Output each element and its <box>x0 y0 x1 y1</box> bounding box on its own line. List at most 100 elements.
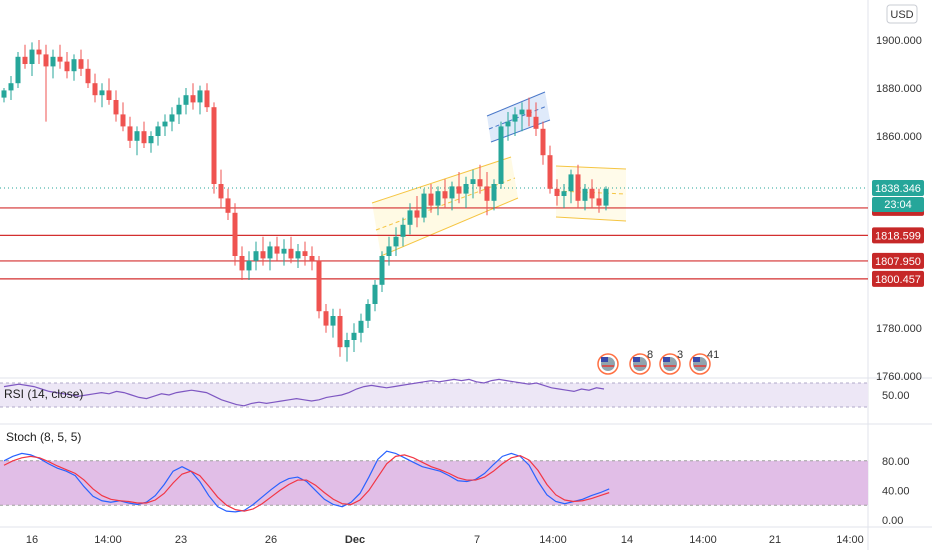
candle[interactable] <box>421 188 427 223</box>
candle[interactable] <box>50 49 56 79</box>
candle[interactable] <box>211 102 217 194</box>
candle[interactable] <box>218 169 224 208</box>
event-flag-icon[interactable] <box>597 353 619 375</box>
candle[interactable] <box>477 164 483 194</box>
currency-badge[interactable] <box>886 4 918 24</box>
candle[interactable] <box>155 121 161 146</box>
candle[interactable] <box>22 44 28 69</box>
candle[interactable] <box>127 116 133 148</box>
candle[interactable] <box>120 102 126 132</box>
candle[interactable] <box>603 186 609 211</box>
candle[interactable] <box>337 308 343 357</box>
candle[interactable] <box>547 145 553 194</box>
candle[interactable] <box>484 172 490 216</box>
candle[interactable] <box>295 244 301 268</box>
candle[interactable] <box>288 236 294 264</box>
candle[interactable] <box>442 179 448 208</box>
candle[interactable] <box>92 73 98 103</box>
rsi-title[interactable]: RSI (14, close) <box>4 387 83 401</box>
candle[interactable] <box>351 323 357 352</box>
level-tag-3[interactable]: 1800.457 <box>872 270 924 287</box>
event-flag-icon[interactable]: 41 <box>689 349 719 375</box>
candle[interactable] <box>512 107 518 136</box>
candle[interactable] <box>470 169 476 199</box>
candle[interactable] <box>78 49 84 76</box>
rsi-line[interactable] <box>3 378 605 407</box>
candle[interactable] <box>463 176 469 208</box>
candle[interactable] <box>505 112 511 141</box>
candle[interactable] <box>99 83 105 108</box>
candle[interactable] <box>239 246 245 280</box>
stoch-k-line[interactable] <box>3 450 610 513</box>
candle[interactable] <box>232 203 238 266</box>
candle[interactable] <box>435 186 441 216</box>
candle[interactable] <box>253 241 259 271</box>
candle[interactable] <box>134 126 140 156</box>
candle[interactable] <box>15 52 21 88</box>
candle[interactable] <box>162 114 168 136</box>
candle[interactable] <box>358 313 364 343</box>
candle[interactable] <box>393 227 399 256</box>
candle[interactable] <box>456 172 462 204</box>
candle[interactable] <box>533 102 539 136</box>
candle[interactable] <box>582 184 588 211</box>
level-tag-1[interactable]: 1818.599 <box>872 227 924 244</box>
candle[interactable] <box>57 44 63 69</box>
candle[interactable] <box>316 256 322 319</box>
candle[interactable] <box>568 169 574 204</box>
candle[interactable] <box>1 88 7 103</box>
candle[interactable] <box>190 83 196 110</box>
event-flag-icon[interactable]: 8 <box>629 349 653 375</box>
candle[interactable] <box>330 308 336 338</box>
candle[interactable] <box>309 246 315 271</box>
candle[interactable] <box>400 217 406 247</box>
candle[interactable] <box>113 90 119 122</box>
candle[interactable] <box>575 164 581 208</box>
candle[interactable] <box>197 85 203 115</box>
candle[interactable] <box>561 184 567 208</box>
candle[interactable] <box>302 241 308 266</box>
candle[interactable] <box>169 107 175 132</box>
candle[interactable] <box>106 78 112 105</box>
candle[interactable] <box>64 52 70 79</box>
candle[interactable] <box>36 40 42 64</box>
candle[interactable] <box>449 181 455 211</box>
candle[interactable] <box>372 280 378 312</box>
candle[interactable] <box>386 236 392 266</box>
candle[interactable] <box>260 236 266 266</box>
level-tag-2[interactable]: 1807.950 <box>872 252 924 269</box>
candle[interactable] <box>491 179 497 211</box>
candle[interactable] <box>85 59 91 88</box>
candle[interactable] <box>526 97 532 127</box>
candle[interactable] <box>540 121 546 165</box>
candle[interactable] <box>589 179 595 208</box>
stoch-d-line[interactable] <box>3 454 610 512</box>
candle[interactable] <box>148 131 154 153</box>
candle[interactable] <box>379 251 385 292</box>
candle[interactable] <box>204 83 210 112</box>
candle[interactable] <box>246 251 252 280</box>
candle[interactable] <box>176 97 182 124</box>
candle[interactable] <box>267 241 273 271</box>
candle[interactable] <box>365 299 371 328</box>
candle[interactable] <box>428 184 434 213</box>
candle[interactable] <box>407 203 413 235</box>
candle[interactable] <box>183 88 189 115</box>
candle[interactable] <box>225 188 231 220</box>
candle[interactable] <box>323 304 329 333</box>
candle[interactable] <box>344 332 350 362</box>
candle[interactable] <box>414 196 420 228</box>
candle[interactable] <box>274 236 280 261</box>
candle[interactable] <box>281 239 287 266</box>
candle[interactable] <box>554 179 560 206</box>
candle[interactable] <box>596 188 602 213</box>
candle[interactable] <box>29 42 35 76</box>
event-flag-icon[interactable]: 3 <box>659 349 683 375</box>
candle[interactable] <box>141 121 147 148</box>
candle[interactable] <box>519 102 525 132</box>
candle[interactable] <box>498 121 504 189</box>
stoch-title[interactable]: Stoch (8, 5, 5) <box>6 430 81 444</box>
candle[interactable] <box>43 44 49 122</box>
candle[interactable] <box>71 54 77 81</box>
